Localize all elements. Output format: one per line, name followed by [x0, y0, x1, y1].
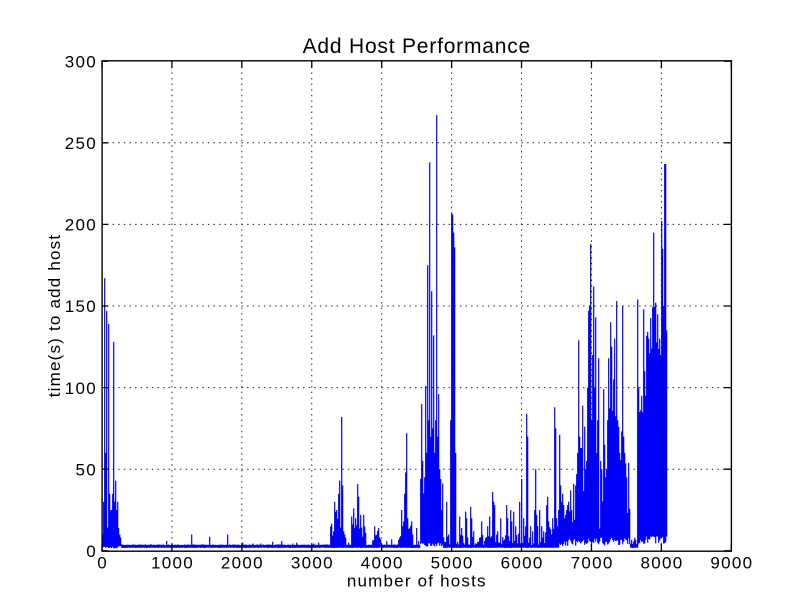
svg-text:100: 100 — [65, 379, 97, 398]
svg-text:6000: 6000 — [501, 554, 544, 573]
svg-text:50: 50 — [75, 460, 97, 479]
svg-text:time(s) to add host: time(s) to add host — [45, 234, 64, 398]
svg-text:9000: 9000 — [710, 554, 753, 573]
svg-text:0: 0 — [97, 554, 108, 573]
svg-text:2000: 2000 — [221, 554, 264, 573]
svg-text:300: 300 — [65, 52, 97, 71]
svg-text:Add Host Performance: Add Host Performance — [303, 35, 531, 58]
svg-text:8000: 8000 — [640, 554, 683, 573]
svg-text:number of hosts: number of hosts — [347, 571, 487, 590]
svg-text:250: 250 — [65, 134, 97, 153]
svg-text:1000: 1000 — [151, 554, 194, 573]
svg-text:200: 200 — [65, 216, 97, 235]
svg-text:4000: 4000 — [361, 554, 404, 573]
svg-text:3000: 3000 — [291, 554, 334, 573]
svg-text:150: 150 — [65, 297, 97, 316]
svg-text:7000: 7000 — [571, 554, 614, 573]
svg-text:5000: 5000 — [431, 554, 474, 573]
svg-text:0: 0 — [86, 542, 97, 561]
